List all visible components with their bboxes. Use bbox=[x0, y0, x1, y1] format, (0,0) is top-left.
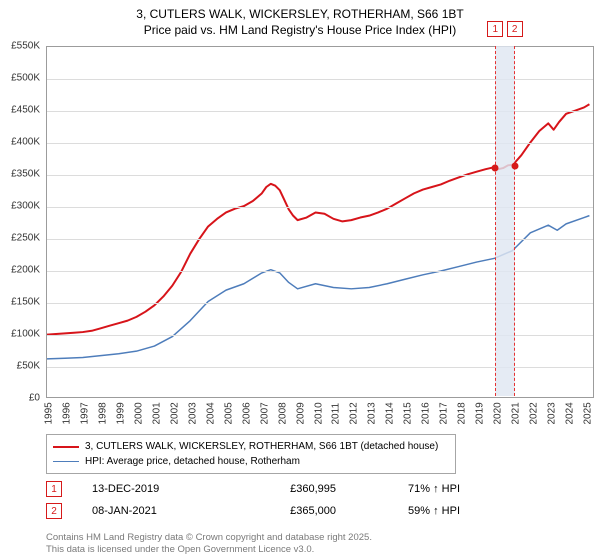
x-tick-label: 2012 bbox=[349, 403, 360, 425]
legend-label: 3, CUTLERS WALK, WICKERSLEY, ROTHERHAM, … bbox=[85, 441, 438, 452]
x-tick-label: 2008 bbox=[277, 403, 288, 425]
title-line1: 3, CUTLERS WALK, WICKERSLEY, ROTHERHAM, … bbox=[0, 6, 600, 22]
y-axis: £0 £50K £100K £150K £200K £250K £300K £350K £400… bbox=[0, 42, 44, 432]
x-tick-label: 2003 bbox=[187, 403, 198, 425]
y-tick-label: £50K bbox=[17, 361, 40, 372]
y-tick-label: £450K bbox=[11, 105, 40, 116]
price-point-2 bbox=[511, 162, 518, 169]
price-point-1 bbox=[492, 165, 499, 172]
x-tick-label: 2011 bbox=[331, 403, 342, 425]
y-tick-label: £200K bbox=[11, 265, 40, 276]
y-tick-label: £250K bbox=[11, 233, 40, 244]
y-tick-label: £150K bbox=[11, 297, 40, 308]
x-tick-label: 2025 bbox=[583, 403, 594, 425]
legend-item: 3, CUTLERS WALK, WICKERSLEY, ROTHERHAM, … bbox=[53, 439, 449, 454]
price-row-date: 13-DEC-2019 bbox=[92, 483, 212, 495]
x-tick-label: 1995 bbox=[44, 403, 55, 425]
price-row-pct: 59% ↑ HPI bbox=[350, 505, 460, 517]
x-tick-label: 2016 bbox=[421, 403, 432, 425]
x-tick-label: 2000 bbox=[133, 403, 144, 425]
x-tick-label: 2023 bbox=[547, 403, 558, 425]
price-rows: 1 13-DEC-2019 £360,995 71% ↑ HPI 2 08-JAN-202… bbox=[46, 478, 594, 522]
x-tick-label: 2014 bbox=[385, 403, 396, 425]
x-tick-label: 2001 bbox=[151, 403, 162, 425]
legend-label: HPI: Average price, detached house, Roth… bbox=[85, 456, 300, 467]
x-tick-label: 2017 bbox=[439, 403, 450, 425]
x-tick-label: 1999 bbox=[115, 403, 126, 425]
price-row-price: £365,000 bbox=[226, 505, 336, 517]
price-row: 2 08-JAN-2021 £365,000 59% ↑ HPI bbox=[46, 500, 594, 522]
plot: 12 bbox=[46, 46, 594, 398]
x-tick-label: 2018 bbox=[457, 403, 468, 425]
footnote-line2: This data is licensed under the Open Gov… bbox=[46, 544, 372, 556]
x-tick-label: 2006 bbox=[241, 403, 252, 425]
x-tick-label: 2022 bbox=[529, 403, 540, 425]
price-row-marker: 2 bbox=[46, 503, 62, 519]
x-tick-label: 1998 bbox=[97, 403, 108, 425]
x-tick-label: 2021 bbox=[511, 403, 522, 425]
legend-swatch bbox=[53, 446, 79, 448]
footnote-line1: Contains HM Land Registry data © Crown c… bbox=[46, 532, 372, 544]
y-tick-label: £400K bbox=[11, 137, 40, 148]
x-tick-label: 2010 bbox=[313, 403, 324, 425]
legend: 3, CUTLERS WALK, WICKERSLEY, ROTHERHAM, … bbox=[46, 434, 456, 474]
x-tick-label: 2009 bbox=[295, 403, 306, 425]
x-tick-label: 2020 bbox=[493, 403, 504, 425]
x-tick-label: 2013 bbox=[367, 403, 378, 425]
y-tick-label: £100K bbox=[11, 329, 40, 340]
x-tick-label: 2002 bbox=[169, 403, 180, 425]
price-row-marker: 1 bbox=[46, 481, 62, 497]
x-tick-label: 1996 bbox=[61, 403, 72, 425]
marker-box-1: 1 bbox=[487, 21, 503, 37]
price-row: 1 13-DEC-2019 £360,995 71% ↑ HPI bbox=[46, 478, 594, 500]
x-tick-label: 2004 bbox=[205, 403, 216, 425]
marker-box-2: 2 bbox=[507, 21, 523, 37]
chart-area: £0 £50K £100K £150K £200K £250K £300K £350K £400… bbox=[0, 42, 600, 432]
y-tick-label: £350K bbox=[11, 169, 40, 180]
legend-item: HPI: Average price, detached house, Roth… bbox=[53, 454, 449, 469]
x-axis: 1995 1996 1997 1998 1999 2000 2001 2002 2003 2004… bbox=[46, 402, 594, 432]
annotation-band bbox=[495, 46, 514, 396]
legend-swatch bbox=[53, 461, 79, 463]
price-row-price: £360,995 bbox=[226, 483, 336, 495]
footnote: Contains HM Land Registry data © Crown c… bbox=[46, 532, 372, 556]
price-row-pct: 71% ↑ HPI bbox=[350, 483, 460, 495]
price-row-date: 08-JAN-2021 bbox=[92, 505, 212, 517]
x-tick-label: 2007 bbox=[259, 403, 270, 425]
x-tick-label: 2019 bbox=[475, 403, 486, 425]
y-tick-label: £500K bbox=[11, 73, 40, 84]
x-tick-label: 2024 bbox=[565, 403, 576, 425]
y-tick-label: £0 bbox=[29, 393, 40, 404]
y-tick-label: £550K bbox=[11, 41, 40, 52]
x-tick-label: 2005 bbox=[223, 403, 234, 425]
y-tick-label: £300K bbox=[11, 201, 40, 212]
x-tick-label: 1997 bbox=[79, 403, 90, 425]
x-tick-label: 2015 bbox=[403, 403, 414, 425]
